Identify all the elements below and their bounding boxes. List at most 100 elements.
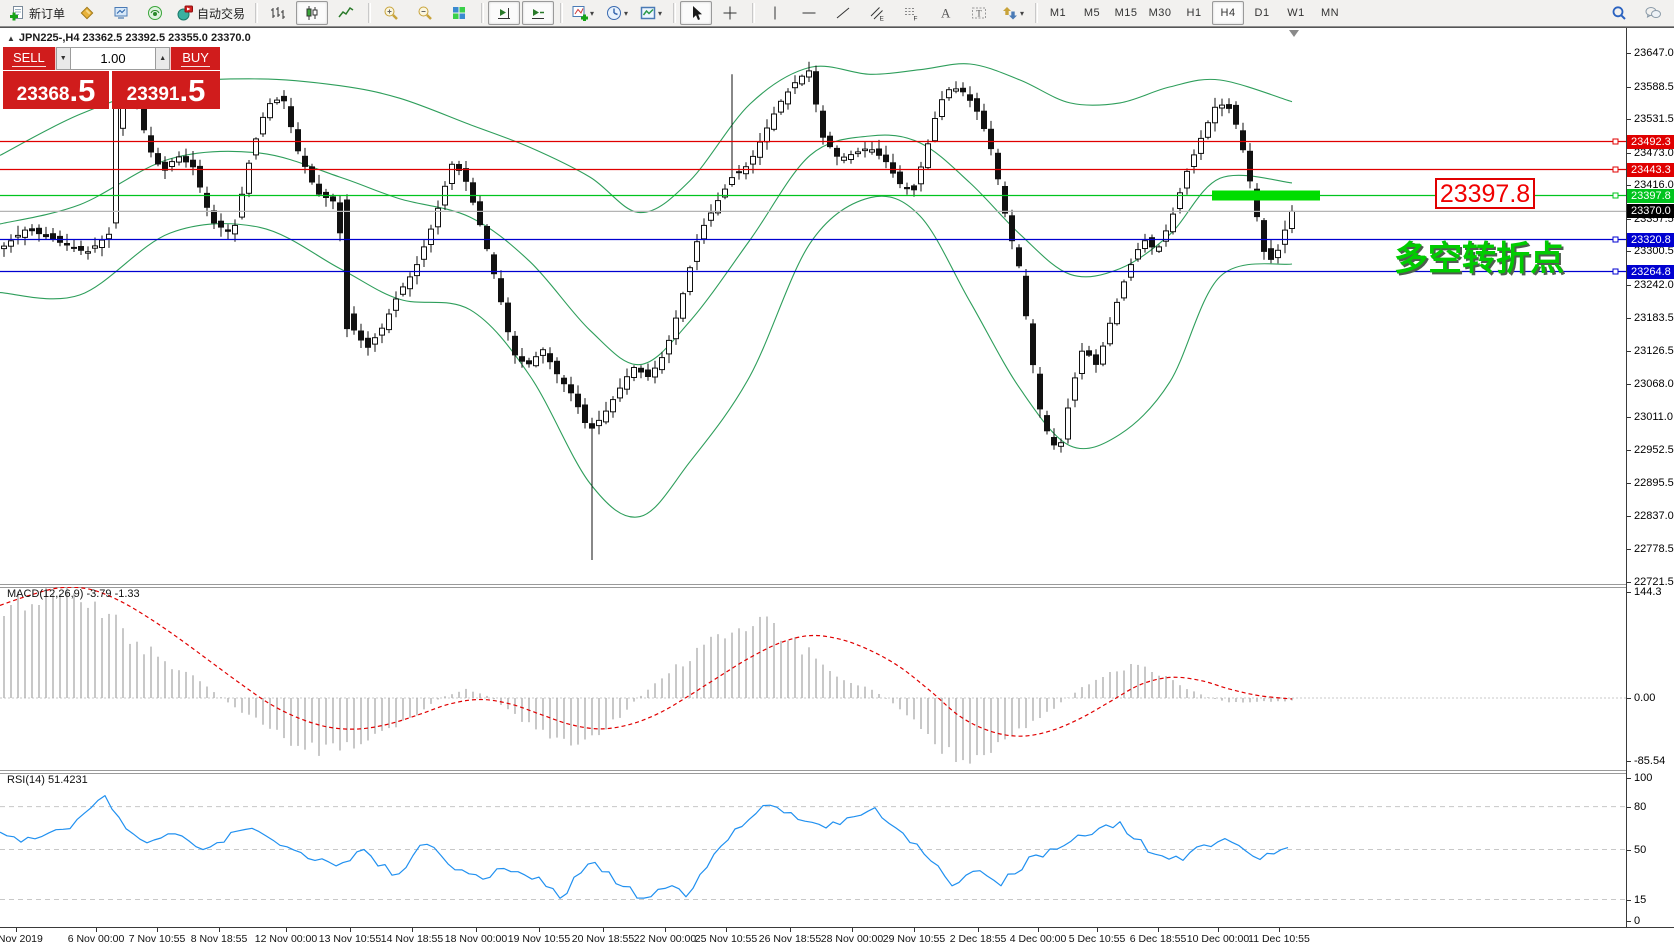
rsi-pane[interactable] — [0, 773, 1626, 926]
volume-increase-button[interactable]: ▲ — [155, 47, 171, 70]
toolbar-tf-h1-button[interactable]: H1 — [1186, 7, 1202, 19]
toolbar-terminal[interactable] — [105, 1, 137, 25]
toolbar-tf-m30-button[interactable]: M30 — [1148, 7, 1172, 19]
dropdown-caret-icon[interactable]: ▾ — [1020, 8, 1025, 18]
toolbar-trendline[interactable] — [827, 1, 859, 25]
toolbar-templates[interactable]: ▾ — [635, 1, 667, 25]
turning-point-note[interactable]: 多空转折点 — [1394, 240, 1564, 278]
toolbar-chart-shift[interactable] — [522, 1, 555, 25]
toolbar-line-chart[interactable] — [330, 1, 362, 25]
time-axis-tick — [96, 928, 97, 932]
svg-text:A: A — [941, 6, 951, 21]
toolbar-candlestick-chart[interactable] — [296, 1, 329, 25]
time-axis-label: 6 Nov 00:00 — [67, 933, 125, 945]
toolbar-crosshair[interactable] — [714, 1, 746, 25]
signal-icon — [147, 5, 163, 21]
time-axis-label: 11 Dec 10:55 — [1248, 933, 1310, 945]
toolbar-tf-mn-button[interactable]: MN — [1320, 7, 1340, 19]
toolbar-tile-windows[interactable] — [443, 1, 475, 25]
dropdown-caret-icon[interactable]: ▾ — [624, 8, 629, 18]
time-axis-label: 14 Nov 18:55 — [380, 933, 444, 945]
macd-pane[interactable] — [0, 582, 1626, 770]
price-level-label: 23264.8 — [1627, 265, 1674, 279]
time-axis-tick — [476, 928, 477, 932]
toolbar-new-order[interactable]: 新订单 — [5, 1, 69, 25]
price-axis-tick: 144.3 — [1627, 585, 1674, 599]
toolbar-text[interactable]: A — [929, 1, 961, 25]
toolbar-cursor[interactable] — [680, 1, 713, 25]
toolbar-tf-d1-button[interactable]: D1 — [1254, 7, 1270, 19]
toolbar-horizontal-line[interactable] — [793, 1, 825, 25]
toolbar-tf-m1-button[interactable]: M1 — [1049, 7, 1067, 19]
toolbar-separator — [752, 3, 754, 23]
toolbar-zoom-out[interactable] — [409, 1, 441, 25]
toolbar-separator — [673, 3, 675, 23]
toolbar-tf-w1-button[interactable]: W1 — [1287, 7, 1305, 19]
price-axis-tick: 23183.5 — [1627, 311, 1674, 325]
collapse-icon[interactable]: ▲ — [7, 34, 15, 43]
time-axis-tick — [603, 928, 604, 932]
time-axis-tick — [978, 928, 979, 932]
text-icon: A — [937, 5, 953, 21]
toolbar-arrows[interactable]: ▾ — [997, 1, 1029, 25]
volume-input[interactable]: 1.00 — [70, 47, 156, 70]
toolbar-tf-h4-button[interactable]: H4 — [1212, 1, 1245, 25]
time-axis-label: 2 Dec 18:55 — [949, 933, 1007, 945]
pane-separator[interactable] — [0, 770, 1674, 774]
chart-window[interactable]: 23647.0 23588.5 23531.5 23473.0 23416.0 23357… — [0, 27, 1674, 949]
toolbar-periods[interactable]: ▾ — [601, 1, 633, 25]
indicators-icon — [572, 5, 589, 21]
toolbar-autotrading[interactable]: 自动交易 — [173, 1, 249, 25]
toolbar-tf-m5-button[interactable]: M5 — [1083, 7, 1101, 19]
toolbar-equidistant-channel[interactable]: E — [861, 1, 893, 25]
price-axis[interactable]: 23647.0 23588.5 23531.5 23473.0 23416.0 23357… — [1626, 28, 1674, 927]
toolbar-community[interactable] — [1637, 1, 1669, 25]
one-click-trading-panel: SELL ▼ 1.00 ▲ BUY 23368.5 23391.5 — [3, 47, 220, 109]
toolbar-signals[interactable] — [139, 1, 171, 25]
toolbar-text-label[interactable]: T — [963, 1, 995, 25]
svg-text:E: E — [880, 16, 885, 22]
symbol-ohlc-line: ▲ JPN225-,H4 23362.5 23392.5 23355.0 2337… — [7, 32, 251, 44]
sell-button[interactable]: SELL — [3, 47, 56, 70]
time-axis-label: 20 Nov 18:55 — [571, 933, 635, 945]
time-axis-label: 28 Nov 00:00 — [820, 933, 884, 945]
buy-price[interactable]: 23391.5 — [112, 71, 220, 109]
time-axis-label: 26 Nov 18:55 — [758, 933, 822, 945]
price-axis-tick: 23068.0 — [1627, 377, 1674, 391]
toolbar-vertical-line[interactable] — [759, 1, 791, 25]
chat-icon — [1645, 5, 1661, 21]
price-axis-tick: 23242.0 — [1627, 278, 1674, 292]
macd-indicator-label: MACD(12,26,9) -3.79 -1.33 — [7, 588, 140, 600]
price-axis-tick: 100 — [1627, 771, 1674, 785]
toolbar-search[interactable] — [1603, 1, 1635, 25]
toolbar-bar-chart[interactable] — [262, 1, 294, 25]
time-axis-tick — [286, 928, 287, 932]
toolbar-tf-m15-button[interactable]: M15 — [1114, 7, 1138, 19]
volume-decrease-button[interactable]: ▼ — [55, 47, 71, 70]
price-level-label: 23443.3 — [1627, 163, 1674, 177]
pane-separator[interactable] — [0, 584, 1674, 588]
price-axis-tick: 23588.5 — [1627, 80, 1674, 94]
dropdown-caret-icon[interactable]: ▾ — [590, 8, 595, 18]
toolbar-indicators[interactable]: ▾ — [567, 1, 599, 25]
new-order-icon — [9, 5, 25, 21]
time-axis-tick — [1279, 928, 1280, 932]
dropdown-caret-icon[interactable]: ▾ — [658, 8, 663, 18]
toolbar-market-watch[interactable] — [71, 1, 103, 25]
chart-shift-marker-icon[interactable] — [1289, 30, 1299, 37]
buy-button[interactable]: BUY — [170, 47, 220, 70]
gold-icon — [79, 5, 95, 21]
line-chart-icon — [338, 5, 354, 21]
main-price-pane[interactable] — [0, 28, 1626, 584]
time-axis-tick — [1218, 928, 1219, 932]
symbol-ohlc-text: JPN225-,H4 23362.5 23392.5 23355.0 23370… — [18, 32, 251, 44]
price-annotation-box[interactable]: 23397.8 — [1435, 178, 1535, 209]
zoom-out-icon — [417, 5, 433, 21]
toolbar-auto-scroll[interactable] — [488, 1, 521, 25]
time-axis-tick — [1158, 928, 1159, 932]
toolbar-zoom-in[interactable] — [375, 1, 407, 25]
sell-price[interactable]: 23368.5 — [3, 71, 109, 109]
toolbar-fibonacci[interactable]: F — [895, 1, 927, 25]
time-axis-label: 5 Dec 10:55 — [1068, 933, 1126, 945]
time-axis[interactable]: 4 Nov 2019 6 Nov 00:007 Nov 10:55 8 Nov 18… — [0, 927, 1674, 949]
